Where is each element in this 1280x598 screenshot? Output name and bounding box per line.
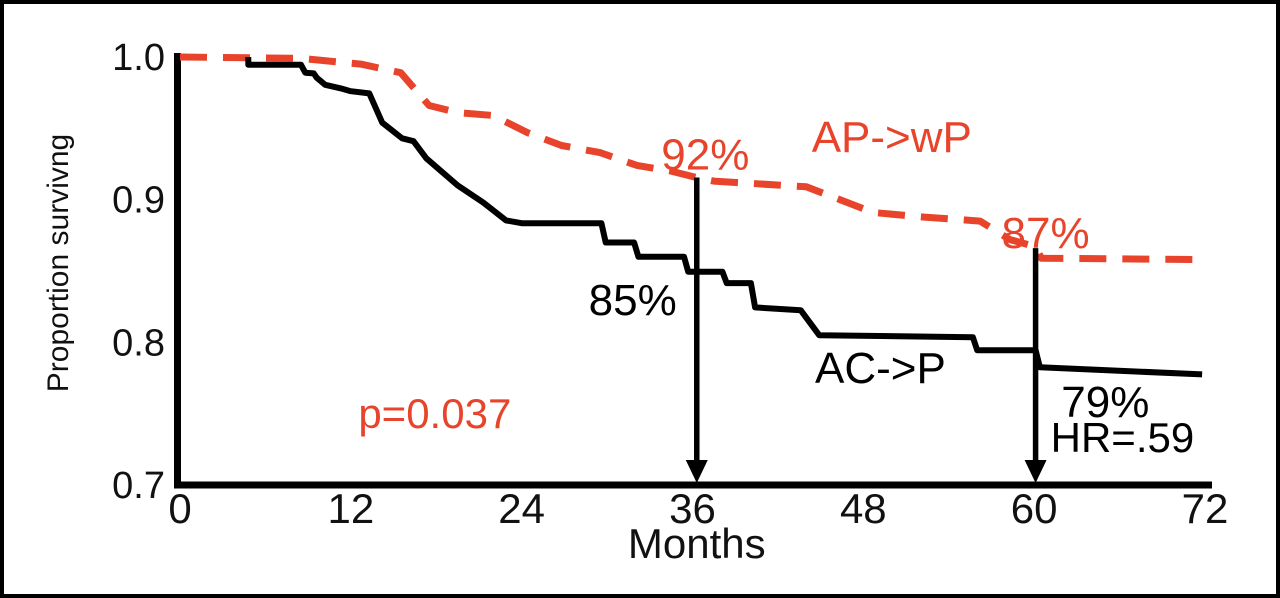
y-tick-label-0.7: 0.7 (112, 465, 165, 507)
x-tick-label-24: 24 (498, 485, 545, 532)
y-tick-label-1.0: 1.0 (112, 37, 165, 79)
arrow-36-months (685, 177, 708, 483)
y-tick-label-0.9: 0.9 (112, 180, 165, 222)
annotation-pct-87: 87% (1002, 209, 1090, 258)
x-tick-label-36: 36 (669, 485, 716, 532)
annotation-ac-p-label: AC->P (815, 344, 946, 393)
annotation-ap-wp-label: AP->wP (812, 113, 972, 162)
x-tick-label-72: 72 (1182, 485, 1229, 532)
annotation-p-value: p=0.037 (358, 390, 511, 437)
arrow-36-months-head (685, 460, 708, 483)
y-tick-label-0.8: 0.8 (112, 322, 165, 364)
y-axis-title: Proportion survivng (42, 134, 75, 392)
series-curve-ac-p (245, 57, 1203, 378)
x-tick-label-60: 60 (1011, 485, 1058, 532)
arrow-60-months (1024, 248, 1047, 483)
arrow-60-months-head (1024, 460, 1047, 483)
x-tick-label-12: 12 (327, 485, 374, 532)
annotation-hr-value: HR=.59 (1051, 414, 1195, 461)
annotation-pct-79: 79% (1061, 378, 1149, 427)
annotation-pct-92: 92% (661, 131, 749, 180)
x-axis-title: Months (628, 520, 766, 567)
annotation-pct-85: 85% (589, 276, 677, 325)
x-tick-label-0: 0 (168, 485, 191, 532)
x-tick-label-48: 48 (840, 485, 887, 532)
